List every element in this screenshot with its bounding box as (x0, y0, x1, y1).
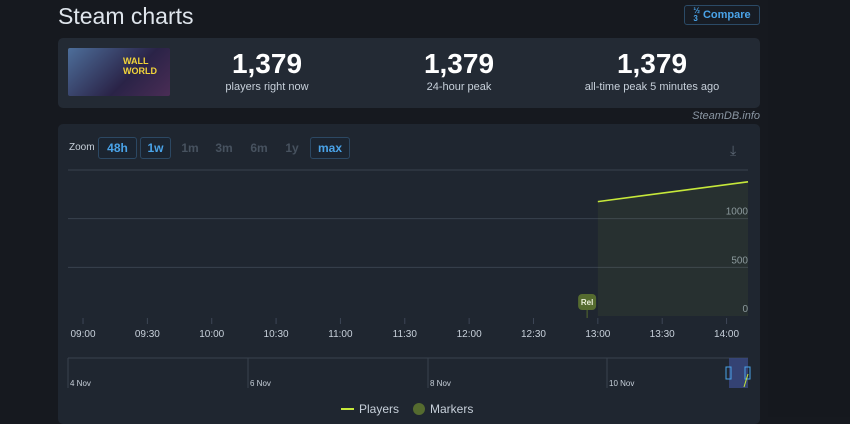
navigator-handle-right (744, 366, 751, 380)
navigator-date-label: 4 Nov (70, 379, 91, 388)
x-tick-label: 12:30 (521, 329, 546, 340)
zoom-1w-button[interactable]: 1w (140, 137, 171, 159)
x-tick-label: 13:00 (585, 329, 610, 340)
zoom-max-button[interactable]: max (310, 137, 350, 159)
stat-value: 1,379 (231, 48, 303, 79)
navigator-selection (729, 358, 748, 388)
legend-label: Players (359, 402, 400, 416)
x-tick-label: 11:00 (328, 329, 353, 340)
stat-value: 1,379 (423, 48, 495, 79)
compare-button[interactable]: ½ 3 Compare (684, 5, 760, 25)
navigator-handle-left (725, 366, 732, 380)
stat-players-now: 1,379 players right now (177, 48, 357, 93)
x-tick-label: 09:30 (135, 329, 160, 340)
stat-value: 1,379 (616, 48, 688, 79)
zoom-6m-button: 6m (250, 141, 268, 155)
stats-panel: WALL WORLD 1,379 players right now 1,379 24… (58, 38, 760, 108)
y-tick-label: 500 (731, 255, 748, 266)
x-tick-label: 11:30 (393, 329, 418, 340)
zoom-1m-button: 1m (181, 141, 199, 155)
marker-label: Rel (581, 298, 593, 307)
players-line (597, 180, 749, 203)
chart-panel (58, 124, 760, 424)
markers-legend-swatch (413, 403, 425, 415)
marker-flag (578, 294, 597, 310)
legend-players[interactable]: Players (341, 402, 399, 416)
navigator-series-line (743, 373, 749, 388)
page-title: Steam charts (58, 3, 194, 29)
stat-label: players right now (225, 81, 309, 93)
download-icon[interactable]: ⤓ (730, 142, 737, 158)
legend-markers[interactable]: Markers (413, 402, 473, 416)
page-background-right (768, 0, 850, 417)
x-tick-label: 12:00 (457, 329, 482, 340)
navigator-date-label: 10 Nov (609, 379, 634, 388)
x-tick-label: 10:30 (264, 329, 289, 340)
players-area (597, 181, 748, 316)
zoom-label: Zoom (69, 142, 95, 153)
stat-label: 24-hour peak (426, 81, 492, 93)
y-tick-label: 0 (742, 304, 748, 315)
compare-label: Compare (702, 9, 751, 21)
x-tick-label: 14:00 (714, 329, 739, 340)
x-tick-label: 10:00 (199, 329, 224, 340)
x-tick-label: 13:30 (650, 329, 675, 340)
steamdb-credit[interactable]: SteamDB.info (692, 110, 760, 122)
stat-label: all-time peak 5 minutes ago (584, 81, 720, 93)
zoom-1y-button: 1y (285, 141, 299, 155)
navigator-date-label: 6 Nov (250, 379, 271, 388)
y-tick-label: 1000 (726, 207, 749, 218)
x-tick-label: 09:00 (71, 329, 96, 340)
zoom-3m-button: 3m (215, 141, 233, 155)
legend-label: Markers (430, 402, 474, 416)
navigator-date-label: 8 Nov (430, 379, 451, 388)
zoom-48h-button[interactable]: 48h (98, 137, 137, 159)
game-logo: WALL WORLD (123, 56, 157, 76)
game-header-image[interactable]: WALL WORLD (68, 48, 170, 96)
stat-all-time-peak: 1,379 all-time peak 5 minutes ago (562, 48, 742, 93)
players-legend-swatch (341, 408, 354, 410)
stat-24h-peak: 1,379 24-hour peak (369, 48, 549, 93)
